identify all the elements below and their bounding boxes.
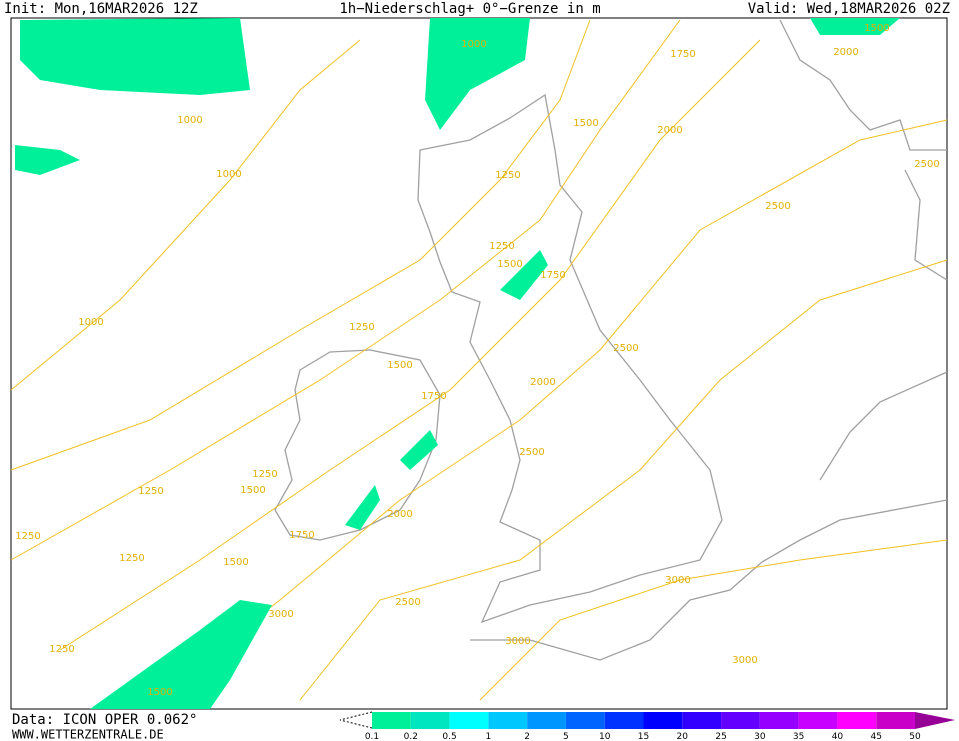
contour-label: 1500 [497,259,522,270]
colorbar-box [449,712,489,729]
colorbar-arrow [915,712,955,729]
freezing-level-contours [10,19,948,701]
contour-label: 1500 [387,360,412,371]
website: WWW.WETTERZENTRALE.DE [12,728,164,741]
contour-label: 3000 [732,655,757,666]
colorbar-box [837,712,877,729]
contour-label: 2000 [530,377,555,388]
colorbar-label: 30 [754,732,766,741]
colorbar-label: 5 [563,732,569,741]
precipitation [15,18,900,709]
contour-label: 1250 [252,469,277,480]
colorbar-box [604,712,644,729]
contour-label: 3000 [665,575,690,586]
contour-label: 1250 [119,553,144,564]
contour-label: 2500 [914,159,939,170]
contour-label: 1500 [864,23,889,34]
colorbar-box [410,712,450,729]
contour-label: 1750 [421,391,446,402]
colorbar-label: 0.5 [442,732,456,741]
colorbar-box [372,712,411,729]
colorbar-label: 35 [793,732,804,741]
contour-label: 1500 [573,118,598,129]
colorbar-box [759,712,799,729]
contour-label: 2500 [519,447,544,458]
coastlines [274,19,948,661]
colorbar-box [721,712,760,729]
colorbar-label: 1 [485,732,491,741]
colorbar-label: 2 [524,732,530,741]
contour-label: 1750 [670,49,695,60]
colorbar-box [682,712,722,729]
contour-label: 1500 [147,687,172,698]
contour-label: 2500 [613,343,638,354]
colorbar-box [798,712,838,729]
colorbar-label: 25 [715,732,726,741]
contour-label: 1000 [78,317,103,328]
contour-label: 1250 [49,644,74,655]
contour-label: 1250 [138,486,163,497]
contour-label: 2500 [765,201,790,212]
contour-label: 3000 [268,609,293,620]
colorbar: 0.1 0.2 0.5 1 2 5 10 15 20 25 30 35 40 45 50 [365,712,955,741]
contour-label: 1000 [461,39,486,50]
contour-label: 2000 [387,509,412,520]
contour-label: 1750 [289,530,314,541]
map-frame [10,17,948,710]
contour-label: 1750 [540,270,565,281]
colorbar-label: 0.2 [404,732,418,741]
data-source: Data: ICON OPER 0.062° [12,712,197,728]
contour-label: 1500 [240,485,265,496]
contour-label: 1250 [349,322,374,333]
contour-label: 1000 [216,169,241,180]
colorbar-label: 40 [832,732,844,741]
colorbar-label: 10 [599,732,611,741]
colorbar-label: 20 [677,732,689,741]
contour-label: 2500 [395,597,420,608]
colorbar-box [876,712,915,729]
contour-label: 1000 [177,115,202,126]
colorbar-label: 45 [870,732,881,741]
map-title: 1h−Niederschlag+ 0°−Grenze in m [339,1,600,17]
colorbar-label: 15 [638,732,649,741]
init-time: Init: Mon,16MAR2026 12Z [4,1,198,17]
colorbar-label: 0.1 [365,732,379,741]
colorbar-label: 50 [909,732,921,741]
contour-label: 1250 [495,170,520,181]
colorbar-low-end [339,711,373,729]
contour-labels: 1000 1000 1000 1000 1250 1250 1500 1750 1500 2000… [15,23,939,698]
colorbar-box [527,712,566,729]
contour-label: 1250 [15,531,40,542]
colorbar-box [643,712,683,729]
colorbar-box [565,712,605,729]
valid-time: Valid: Wed,18MAR2026 02Z [748,1,950,17]
contour-label: 2000 [833,47,858,58]
colorbar-box [488,712,528,729]
contour-label: 1500 [223,557,248,568]
contour-label: 1250 [489,241,514,252]
contour-label: 2000 [657,125,682,136]
contour-label: 3000 [505,636,530,647]
